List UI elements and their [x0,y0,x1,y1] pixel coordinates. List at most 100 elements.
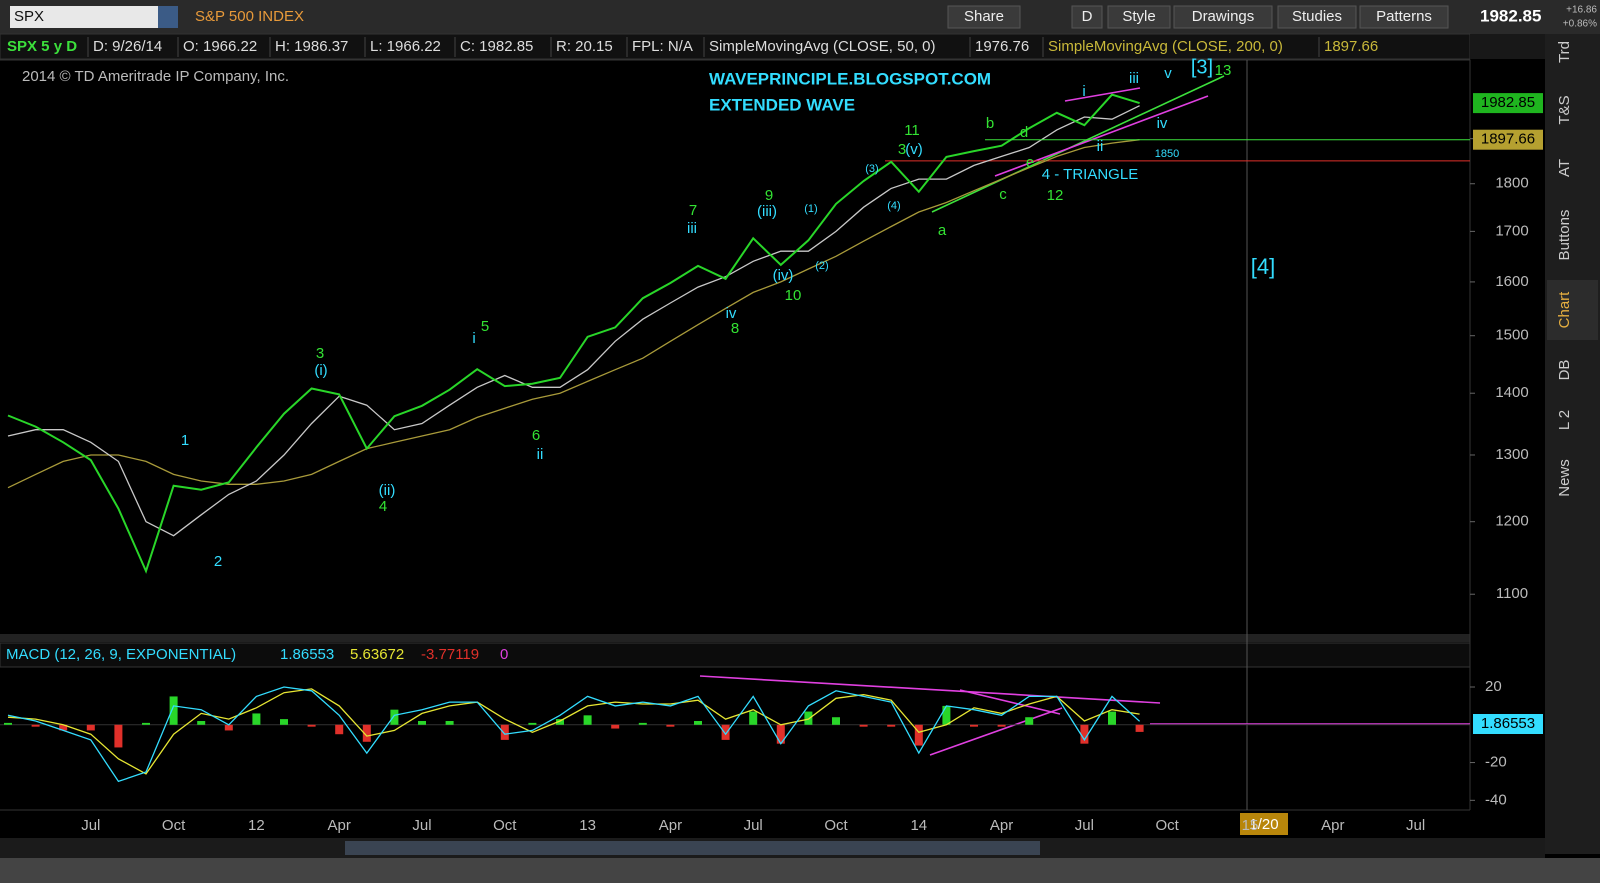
info-field: FPL: N/A [632,38,693,55]
symbol[interactable]: SPX [14,8,44,25]
histogram-bar [418,721,426,725]
histogram-bar [804,711,813,725]
trendlines [699,75,1470,756]
trendline [1064,87,1141,102]
wave-label: EXTENDED WAVE [709,95,855,114]
info-field: D: 9/26/14 [93,38,162,55]
histogram-bar [31,724,40,727]
horizontal-line-label: 1850 [1155,148,1179,160]
toolbar-button-label[interactable]: Share [964,8,1004,25]
histogram-bar [86,724,95,731]
macd-box-label: 1.86553 [1481,715,1535,732]
x-tick-label: Apr [990,817,1013,834]
histogram-bar [390,709,399,725]
side-tab[interactable]: Buttons [1556,210,1573,261]
wave-label: 4 - TRIANGLE [1042,166,1138,183]
histogram-bar [721,724,730,740]
frame-bottom [0,858,1600,883]
y-tick-label: -40 [1485,791,1507,808]
toolbar-button-label[interactable]: Drawings [1192,8,1255,25]
info-bar [0,33,1471,60]
trendline [994,95,1209,177]
toolbar-button-label[interactable]: D [1082,8,1093,25]
toolbar-button[interactable] [1359,5,1449,29]
side-tab-bar [1545,34,1600,854]
macd-header [0,642,1471,668]
toolbar-button-label[interactable]: Studies [1292,8,1342,25]
x-tick-label: Jul [81,817,100,834]
x-tick-label: Oct [824,817,848,834]
symbol-box[interactable] [10,6,158,28]
x-tick-label: Oct [162,817,186,834]
wave-label: i [1082,83,1085,100]
y-tick-label: 1200 [1495,513,1528,530]
trendline [959,689,1061,715]
toolbar-button[interactable] [1173,5,1273,29]
macd-value: 1.86553 [280,646,334,663]
toolbar-button[interactable] [1107,5,1171,29]
wave-label: 12 [1047,187,1064,204]
toolbar-button-label[interactable]: Patterns [1376,8,1432,25]
wave-label: b [986,115,994,132]
wave-label: 1 [181,432,189,449]
histogram-bar [1108,711,1116,725]
wave-label: 4 [379,498,387,515]
pane-divider[interactable] [0,634,1470,642]
toolbar-button-label[interactable]: Style [1122,8,1155,25]
side-tab[interactable]: L 2 [1556,410,1573,430]
wave-label: [3] [1191,56,1213,78]
side-tab[interactable]: DB [1556,360,1573,381]
wave-label: 3 [316,345,324,362]
side-tab[interactable]: AT [1556,159,1573,177]
histogram-bar [528,722,537,725]
histogram-bar [611,724,620,729]
side-tab[interactable]: Chart [1556,291,1573,329]
info-field: R: 20.15 [556,38,613,55]
x-tick-label: Apr [328,817,351,834]
histogram-bar [197,721,206,725]
wave-label: iv [726,305,737,322]
histogram-bar [556,719,564,725]
wave-label: iii [687,220,697,237]
scroll-thumb[interactable] [345,841,1040,855]
price-box-label: 1897.66 [1481,131,1535,148]
y-tick-label: 1700 [1495,222,1528,239]
histogram-bar [638,722,647,725]
y-tick-label: 1100 [1496,585,1528,602]
histogram-bar [500,724,509,740]
wave-label: (iii) [757,203,777,220]
histogram-bar [970,724,978,727]
wave-label: 5 [481,318,489,335]
wave-label: [4] [1251,254,1275,279]
histogram-bar [4,722,12,725]
toolbar-button[interactable] [1277,5,1357,29]
wave-label: 8 [731,320,739,337]
chart-settings[interactable] [1470,34,1545,59]
histogram-bar [362,724,371,742]
wave-label: e [1026,154,1034,171]
histogram-bar [280,719,288,725]
copyright: 2014 © TD Ameritrade IP Company, Inc. [22,68,289,85]
side-tab[interactable]: Trd [1556,41,1573,63]
x-tick-label: 13 [579,817,596,834]
histogram-bar [445,721,454,725]
moving-average [7,139,1140,489]
side-tab[interactable]: T&S [1556,95,1573,124]
info-field: 1897.66 [1324,38,1378,55]
y-tick-label: 1800 [1495,175,1528,192]
histogram-bar [666,724,675,727]
toolbar-button[interactable] [947,5,1021,29]
toolbar-button[interactable] [1071,5,1103,29]
x-tick-label: Oct [493,817,517,834]
trendline [929,707,1063,756]
histogram-bar [859,724,868,727]
wave-label: ii [537,446,544,463]
trendline [699,675,1161,704]
side-tab[interactable]: News [1556,459,1573,497]
histogram-bar [914,724,923,746]
wave-label: 10 [785,287,802,304]
wave-label: iv [1157,115,1168,132]
symbol-dropdown[interactable] [158,6,178,28]
wave-label: (v) [905,141,923,158]
